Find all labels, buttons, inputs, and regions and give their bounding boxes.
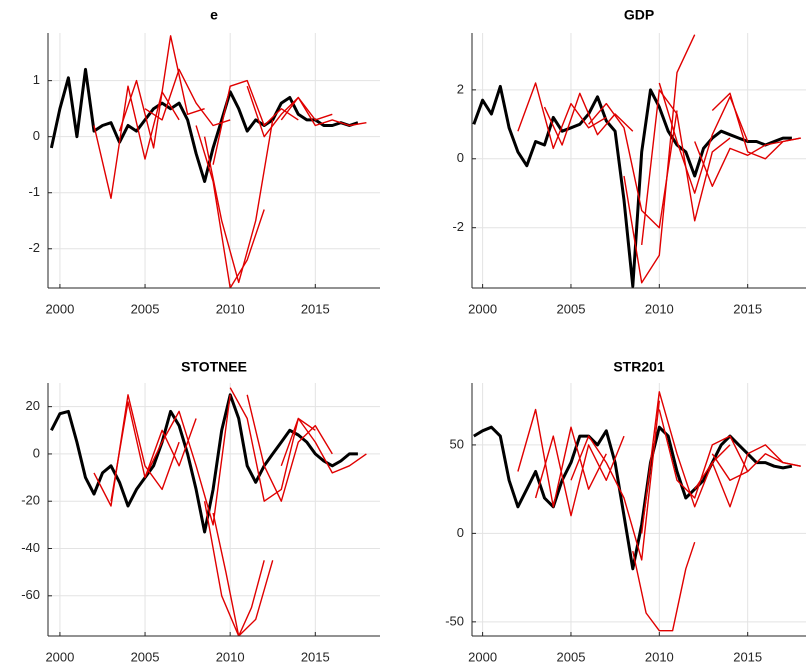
y-tick-label: -40 [21,540,40,555]
forecast-line [212,79,299,165]
forecast-line [246,85,333,138]
x-tick-label: 2000 [468,649,497,664]
y-tick-label: -2 [452,219,464,234]
y-tick-label: 0 [33,445,40,460]
x-tick-label: 2005 [131,649,160,664]
y-tick-label: 0 [457,150,464,165]
y-tick-label: 0 [33,128,40,143]
y-tick-label: -50 [445,613,464,628]
x-tick-label: 2015 [301,301,330,316]
forecast-line [246,394,333,502]
forecast-line [517,82,607,150]
y-tick-label: 20 [26,398,40,413]
forecast-line [229,387,316,502]
x-tick-label: 2010 [216,301,245,316]
forecast-line [110,401,197,502]
forecast-line [570,400,660,561]
x-tick-label: 2015 [301,649,330,664]
x-tick-label: 2005 [557,301,586,316]
x-tick-label: 2000 [45,649,74,664]
forecast-line [588,102,678,229]
forecast-line [118,35,205,149]
subplot: STOTNEE 2000 2005 2010 2015 -60 -40 -20 0 20 [21,359,380,664]
y-tick-label: 2 [457,81,464,96]
subplot-title: e [210,7,218,23]
x-tick-label: 2015 [733,649,762,664]
forecast-line [280,96,367,127]
subplot-title: GDP [624,7,654,23]
x-tick-label: 2010 [216,649,245,664]
y-tick-label: -1 [28,184,40,199]
plot-lines [472,34,801,288]
x-tick-label: 2005 [131,301,160,316]
forecast-line [658,409,749,499]
forecast-line [144,394,231,526]
x-tick-label: 2000 [468,301,497,316]
y-tick-label: 1 [33,72,40,87]
actual-line [49,67,359,183]
x-tick-label: 2010 [645,649,674,664]
forecast-line [195,125,265,288]
y-tick-label: 50 [450,436,464,451]
actual-line [50,393,358,534]
y-tick-label: -2 [28,240,40,255]
forecast-line [203,119,274,284]
subplot: e 2000 2005 2010 2015 -2 -1 0 1 [28,7,380,316]
y-tick-label: -20 [21,493,40,508]
plot-lines [50,387,367,636]
subplot-title: STOTNEE [181,359,247,375]
plot-lines [473,391,801,632]
forecast-line [632,541,696,632]
forecast-line [93,394,180,507]
forecast-line [711,92,801,160]
actual-line [473,425,793,571]
forecast-line [534,435,625,517]
actual-line [472,84,792,288]
forecast-line [711,453,801,481]
x-tick-label: 2000 [45,301,74,316]
subplot: STR201 2000 2005 2010 2015 -50 0 50 [445,359,806,664]
forecast-line [93,85,180,199]
forecast-line [212,512,265,636]
plot-lines [49,35,367,288]
y-tick-label: -60 [21,587,40,602]
forecast-line [543,92,634,146]
x-tick-label: 2010 [645,301,674,316]
forecast-line [280,417,367,474]
forecast-line [623,34,696,284]
x-tick-label: 2015 [733,301,762,316]
subplot: GDP 2000 2005 2010 2015 -2 0 2 [452,7,806,316]
subplot-title: STR201 [613,359,665,375]
forecast-line [203,501,274,636]
forecast-line [517,408,607,508]
forecast-line [641,391,731,534]
forecast-line [144,68,231,127]
y-tick-label: 0 [457,525,464,540]
x-tick-label: 2005 [557,649,586,664]
